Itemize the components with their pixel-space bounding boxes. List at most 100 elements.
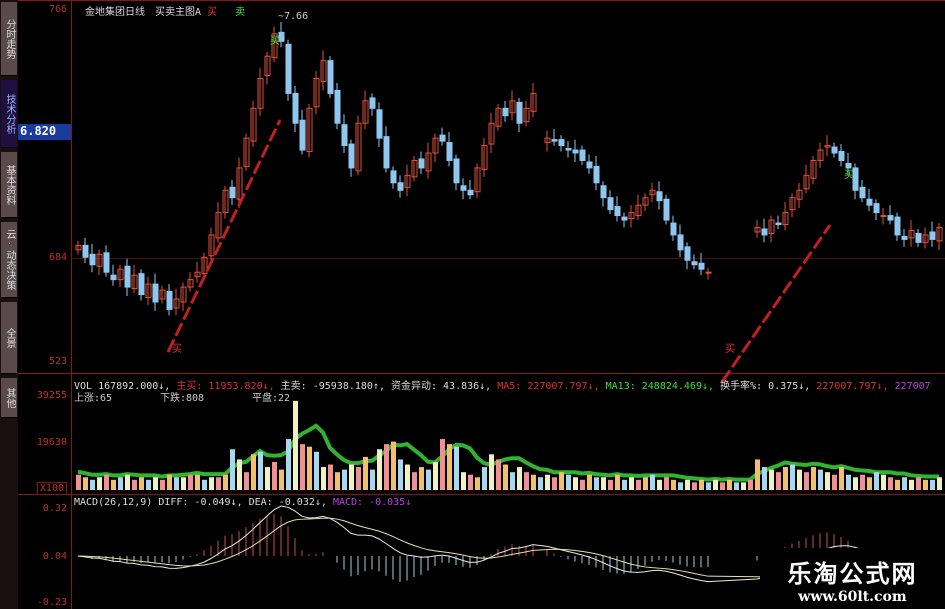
candle bbox=[453, 158, 460, 184]
volume-bar bbox=[552, 477, 557, 490]
volume-bar bbox=[461, 472, 466, 490]
candle bbox=[320, 60, 327, 83]
candle bbox=[565, 148, 572, 151]
volume-bar bbox=[804, 472, 809, 490]
candle bbox=[838, 151, 845, 161]
volume-bar bbox=[671, 479, 676, 490]
volume-bar bbox=[601, 477, 606, 490]
volume-bar bbox=[90, 479, 95, 490]
sidebar-tab-cloud-decision[interactable]: 云·动态决策 bbox=[1, 222, 17, 298]
candle bbox=[614, 206, 621, 217]
divider bbox=[18, 0, 945, 1]
candle bbox=[803, 174, 810, 190]
candle bbox=[929, 231, 936, 240]
candle bbox=[145, 283, 152, 299]
sidebar-tab-technical[interactable]: 技术分析 bbox=[1, 80, 17, 148]
volume-axis-top: 39255 bbox=[36, 390, 67, 401]
volume-bar bbox=[286, 439, 291, 490]
buy-signal: 买 bbox=[725, 343, 735, 355]
volume-axis-mid: 19630 bbox=[36, 437, 67, 448]
candle bbox=[796, 189, 803, 200]
volume-bar bbox=[111, 479, 116, 490]
volume-bar bbox=[97, 477, 102, 490]
candle bbox=[138, 273, 145, 296]
candle bbox=[201, 256, 208, 275]
candle bbox=[600, 185, 607, 199]
candle bbox=[152, 283, 159, 303]
volume-bar bbox=[209, 477, 214, 490]
candle bbox=[670, 222, 677, 236]
volume-bar bbox=[762, 467, 767, 490]
volume-bar bbox=[83, 477, 88, 490]
candle bbox=[873, 203, 880, 214]
volume-bar bbox=[342, 469, 347, 490]
candle bbox=[117, 268, 124, 281]
volume-bar bbox=[937, 477, 942, 490]
candle bbox=[110, 274, 117, 281]
sidebar-tab-panorama[interactable]: 全景 bbox=[1, 302, 17, 374]
candle bbox=[852, 167, 859, 191]
volume-bar bbox=[608, 479, 613, 490]
candle bbox=[558, 139, 565, 147]
volume-bar bbox=[615, 474, 620, 490]
volume-bar bbox=[300, 444, 305, 490]
volume-bar bbox=[643, 477, 648, 490]
candle bbox=[887, 215, 894, 221]
candle bbox=[257, 78, 264, 109]
macd-axis-top: 0.32 bbox=[42, 503, 67, 514]
candle bbox=[341, 124, 348, 147]
candle bbox=[509, 100, 516, 114]
volume-bar bbox=[76, 474, 81, 490]
candle bbox=[677, 234, 684, 251]
candle bbox=[194, 271, 201, 278]
volume-bar bbox=[545, 474, 550, 490]
sidebar-tab-other[interactable]: 其他 bbox=[1, 378, 17, 418]
volume-bar bbox=[727, 479, 732, 490]
candle bbox=[663, 198, 670, 221]
volume-bar bbox=[636, 479, 641, 490]
candle bbox=[159, 289, 166, 300]
candle bbox=[187, 279, 194, 288]
candle bbox=[628, 212, 635, 220]
indicator-name: 买卖主图A bbox=[155, 7, 202, 18]
candle bbox=[446, 142, 453, 161]
candle bbox=[96, 253, 103, 267]
volume-bar bbox=[538, 477, 543, 490]
volume-bar bbox=[664, 477, 669, 490]
volume-bar bbox=[573, 477, 578, 490]
volume-bar bbox=[307, 446, 312, 490]
volume-bar bbox=[587, 474, 592, 490]
candle bbox=[313, 78, 320, 108]
sell-mark: 卖 bbox=[235, 7, 246, 18]
candle bbox=[243, 137, 250, 167]
candle bbox=[705, 271, 712, 274]
volume-bar bbox=[699, 479, 704, 490]
sidebar-tab-timeshare[interactable]: 分时走势 bbox=[1, 2, 17, 76]
candle bbox=[621, 216, 628, 221]
main-buy: 主买: 11953.820↓, bbox=[176, 381, 275, 392]
candle bbox=[432, 137, 439, 154]
candle bbox=[901, 235, 908, 240]
trend-arrow bbox=[166, 119, 282, 353]
volume-bar bbox=[783, 467, 788, 490]
volume-bar bbox=[153, 477, 158, 490]
volume-bar bbox=[426, 469, 431, 490]
volume-bar bbox=[104, 474, 109, 490]
volume-bar bbox=[356, 467, 361, 490]
volume-bar bbox=[734, 482, 739, 490]
buy-signal: 买 bbox=[172, 343, 182, 355]
volume-bar bbox=[489, 454, 494, 490]
volume-bar bbox=[517, 467, 522, 490]
macd-header: MACD(26,12,9) DIFF: -0.049↓, DEA: -0.032… bbox=[74, 497, 411, 508]
candle bbox=[635, 204, 642, 217]
volume-bar bbox=[706, 482, 711, 490]
candle bbox=[495, 107, 502, 127]
candle bbox=[166, 291, 173, 310]
candle bbox=[376, 109, 383, 139]
volume-bar bbox=[475, 477, 480, 490]
candle bbox=[236, 167, 243, 200]
flat-count: 平盘:22 bbox=[252, 393, 291, 404]
stock-title: 金地集团日线 bbox=[85, 7, 145, 18]
sidebar-tab-fundamentals[interactable]: 基本资料 bbox=[1, 152, 17, 218]
